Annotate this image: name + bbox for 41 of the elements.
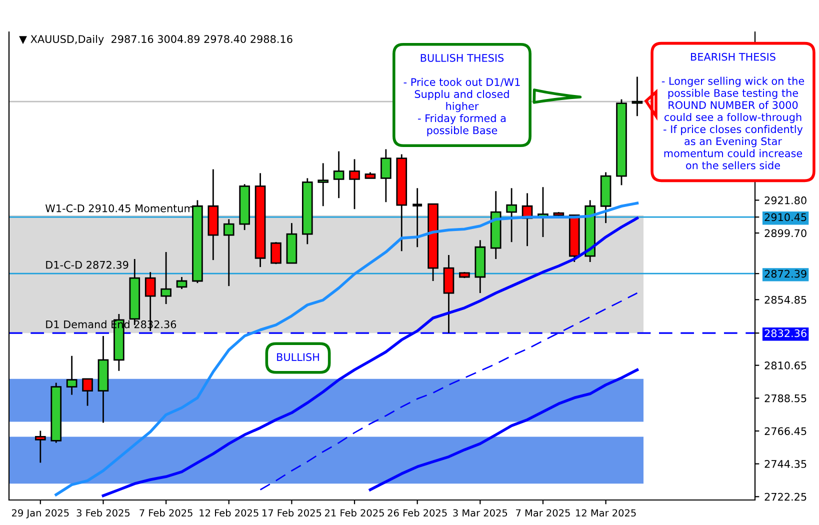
line-series [368,368,639,492]
candlestick [380,148,392,203]
candlestick [632,76,643,117]
x-tick-label: 12 Feb 2025 [200,509,258,517]
candlestick [35,430,46,464]
x-tick-label: 7 Mar 2025 [516,509,570,517]
annotation: BULLISH [277,353,319,362]
y-tick-label: 2910.45 [764,213,806,222]
text: BULLISH THESIS - Price took out D1/W1 Supplu and closed higher - Friday formed a possible Base [404,54,520,136]
candlestick [318,162,329,207]
y-tick-label: 2788.55 [764,394,806,402]
candlestick [160,251,172,305]
candlestick [506,187,517,243]
y-tick-label: 2744.35 [764,460,806,468]
annotation: ▼ XAUUSD,Daily 2987.16 3004.89 2978.40 2988.16 [19,34,292,46]
y-tick-label: 2899.70 [764,229,806,238]
y-tick-label: 2921.80 [764,196,806,204]
candlestick [66,355,78,396]
y-tick-label: 2872.39 [764,270,806,278]
x-tick-label: 21 Feb 2025 [324,509,384,517]
x-tick-label: 3 Mar 2025 [453,509,508,517]
y-tick-label: 2810.65 [764,362,806,370]
candlestick [333,150,344,199]
x-tick-label: 17 Feb 2025 [262,509,322,517]
text: BEARISH THESIS - Longer selling wick on the possible Base testing the ROUND NUMBER of 3000 could see a follow-through - If price closes confidently as an Evening Star momentum could increase on the sellers side [662,52,804,170]
ref-line-label: D1-C-D 2872.39 [46,260,128,269]
x-tick-label: 7 Feb 2025 [140,509,192,517]
x-tick-label: 3 Feb 2025 [76,509,130,517]
x-tick-label: 29 Jan 2025 [12,509,69,518]
x-tick-label: 12 Mar 2025 [576,509,636,517]
y-tick-label: 2832.36 [764,329,806,338]
y-tick-label: 2722.25 [764,492,806,501]
candlestick [176,276,188,290]
y-tick-label: 2854.85 [764,296,806,304]
y-tick-label: 2766.45 [764,427,806,436]
candlestick [270,241,282,265]
candlestick [223,218,234,287]
candlestick [349,158,360,210]
x-tick-label: 26 Feb 2025 [388,509,447,517]
candlestick [82,378,93,406]
candlestick [411,187,424,248]
